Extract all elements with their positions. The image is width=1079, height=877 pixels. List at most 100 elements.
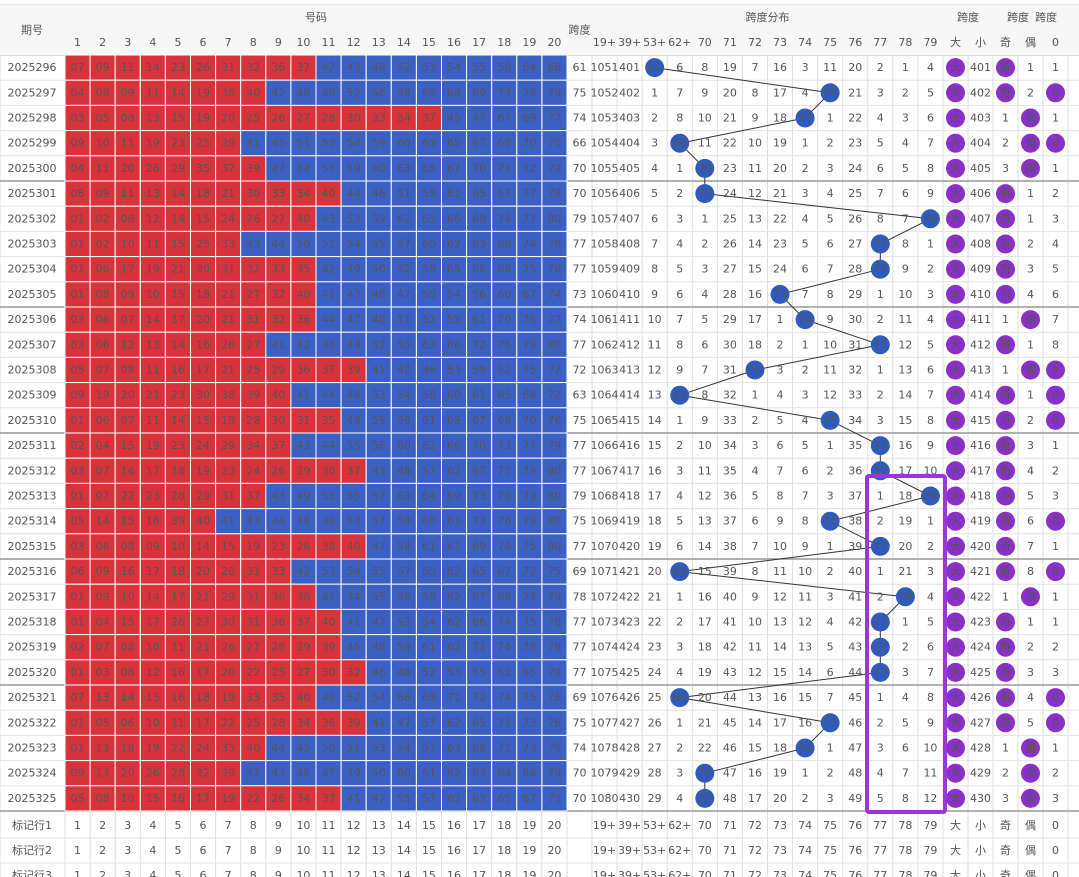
cell-text: 20 bbox=[698, 691, 712, 704]
cell-text: 10 bbox=[698, 112, 712, 125]
cell-text: 大 bbox=[950, 539, 961, 553]
cell-text: 20 bbox=[121, 162, 135, 175]
cell-text: 7 bbox=[802, 490, 809, 503]
cell-text: 70 bbox=[472, 439, 486, 452]
cell-text: 21 bbox=[196, 641, 210, 654]
cell-text: 19+ bbox=[593, 36, 616, 49]
cell-text: 76 bbox=[848, 36, 862, 49]
cell-text: 65 bbox=[497, 792, 511, 805]
cell-text: 6 bbox=[827, 666, 834, 679]
cell-text: 61 bbox=[472, 313, 486, 326]
cell-text: 43 bbox=[246, 515, 260, 528]
cell-text: 53+ bbox=[643, 819, 666, 832]
cell-text: 01 bbox=[71, 616, 85, 629]
cell-text: 16 bbox=[121, 565, 135, 578]
number-cell bbox=[240, 608, 267, 636]
number-cell bbox=[340, 256, 367, 283]
size-marker bbox=[946, 688, 965, 708]
cell-text: 2 bbox=[1027, 86, 1034, 99]
cell-text: 1075 bbox=[591, 666, 619, 679]
cell-text: 17 bbox=[472, 844, 486, 857]
cell-text: 17 bbox=[648, 490, 662, 503]
cell-text: 65 bbox=[447, 137, 461, 150]
cell-text: 56 bbox=[397, 590, 411, 603]
number-cell bbox=[139, 205, 166, 232]
number-cell bbox=[240, 205, 267, 232]
cell-text: 62+ bbox=[668, 819, 691, 832]
cell-text: 07 bbox=[96, 364, 110, 377]
cell-text: 406 bbox=[970, 187, 991, 200]
cell-text: 3 bbox=[124, 36, 131, 49]
cell-text: 42 bbox=[296, 338, 310, 351]
cell-text: 75 bbox=[573, 414, 587, 427]
cell-text: 25 bbox=[271, 666, 285, 679]
number-cell bbox=[114, 205, 141, 232]
cell-text: 401 bbox=[619, 61, 640, 74]
cell-text: 大 bbox=[950, 60, 961, 74]
number-cell bbox=[340, 785, 367, 812]
cell-text: 77 bbox=[873, 439, 887, 452]
parity-marker bbox=[1021, 587, 1040, 607]
number-cell bbox=[491, 608, 518, 636]
cell-text: 20 bbox=[773, 162, 787, 175]
cell-text: 10 bbox=[648, 313, 662, 326]
cell-text: 79 bbox=[923, 36, 937, 49]
cell-text: 08 bbox=[121, 641, 135, 654]
number-cell bbox=[215, 281, 242, 308]
cell-text: 60 bbox=[447, 389, 461, 402]
cell-text: 76 bbox=[547, 414, 561, 427]
cell-text: 40 bbox=[296, 691, 310, 704]
cell-text: 54 bbox=[296, 162, 310, 175]
cell-text: 30 bbox=[221, 616, 235, 629]
cell-text: 3 bbox=[827, 490, 834, 503]
cell-text: 12 bbox=[648, 364, 662, 377]
cell-text: 2025299 bbox=[8, 137, 57, 150]
cell-text: 4 bbox=[927, 61, 934, 74]
cell-text: 27 bbox=[246, 288, 260, 301]
cell-text: 76 bbox=[848, 869, 862, 877]
cell-text: 41 bbox=[347, 792, 361, 805]
cell-text: 大 bbox=[950, 741, 961, 755]
number-cell bbox=[491, 734, 518, 762]
cell-text: 35 bbox=[322, 414, 336, 427]
cell-text: 70 bbox=[698, 162, 712, 175]
cell-text: 49 bbox=[347, 263, 361, 276]
cell-text: 53 bbox=[372, 742, 386, 755]
cell-text: 26 bbox=[221, 338, 235, 351]
cell-text: 17 bbox=[171, 313, 185, 326]
cell-text: 74 bbox=[798, 869, 812, 877]
cell-text: 08 bbox=[121, 364, 135, 377]
cell-text: 78 bbox=[547, 263, 561, 276]
cell-text: 52 bbox=[397, 61, 411, 74]
cell-text: 39+ bbox=[618, 36, 641, 49]
cell-text: 1 bbox=[877, 490, 884, 503]
number-cell bbox=[215, 306, 242, 333]
cell-text: 07 bbox=[121, 414, 135, 427]
cell-text: 37 bbox=[322, 364, 336, 377]
cell-text: 跨度 bbox=[957, 10, 979, 24]
number-cell bbox=[390, 432, 417, 459]
cell-text: 15 bbox=[196, 414, 210, 427]
cell-text: 48 bbox=[372, 641, 386, 654]
cell-text: 79 bbox=[522, 338, 536, 351]
cell-text: 23 bbox=[648, 641, 662, 654]
cell-text: 422 bbox=[619, 590, 640, 603]
number-cell bbox=[290, 533, 317, 560]
cell-text: 7 bbox=[225, 819, 232, 832]
hit-link bbox=[679, 369, 756, 396]
cell-text: 53 bbox=[447, 364, 461, 377]
cell-text: 407 bbox=[970, 212, 991, 225]
cell-text: 53+ bbox=[643, 36, 666, 49]
cell-text: 05 bbox=[71, 515, 85, 528]
cell-text: 48 bbox=[397, 666, 411, 679]
cell-text: 55 bbox=[372, 590, 386, 603]
cell-text: 小 bbox=[975, 819, 986, 832]
cell-text: 78 bbox=[898, 590, 912, 603]
cell-text: 416 bbox=[619, 439, 640, 452]
size-marker bbox=[946, 360, 965, 380]
parity-marker bbox=[996, 662, 1015, 682]
cell-text: 26 bbox=[146, 767, 160, 780]
cell-text: 58 bbox=[497, 61, 511, 74]
cell-text: 2025315 bbox=[8, 540, 57, 553]
